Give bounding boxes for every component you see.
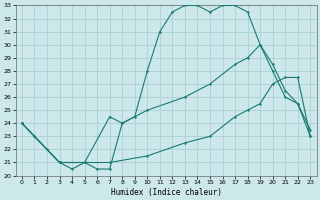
X-axis label: Humidex (Indice chaleur): Humidex (Indice chaleur) <box>111 188 221 197</box>
